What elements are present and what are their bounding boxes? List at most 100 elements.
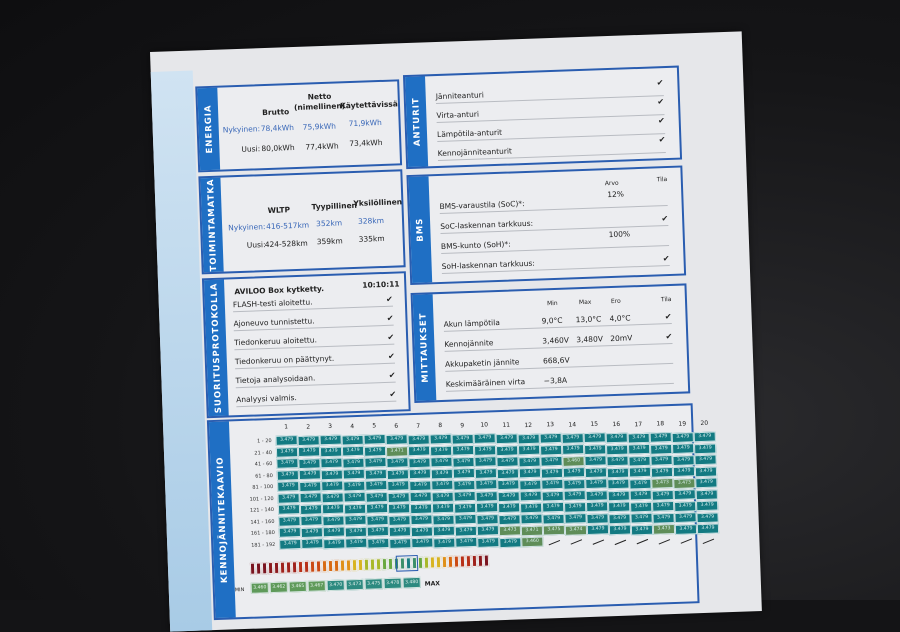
cell-voltage: 3.479 [630,501,653,513]
row-header: 181 - 192 [251,541,276,549]
cell-voltage: 3.471 [385,445,409,457]
cell-voltage: 3.479 [563,478,586,490]
cell-voltage: 3.479 [475,502,499,514]
cell-voltage: 3.479 [299,503,323,515]
cell-voltage: 3.460 [562,455,585,467]
cell-voltage: 3.479 [476,525,500,537]
legend-value: 3.470 [326,579,345,592]
column-header: 13 [546,421,555,429]
legend-gradient-segment [471,554,478,568]
cell-voltage: 3.460 [521,536,544,548]
legend-gradient-segment [333,559,340,572]
bms-label: SoC-laskennan tarkkuus: [440,218,534,231]
cell-voltage: 3.479 [477,537,500,548]
cell-voltage: 3.479 [627,443,651,455]
measurement-label: Akun lämpötila [443,317,500,329]
cell-voltage: 3.479 [695,489,718,501]
cell-voltage: 3.479 [674,524,698,535]
section-label: ANTURIT [405,76,429,168]
bms-value: 12% [607,189,625,200]
cell-voltage: 3.479 [278,527,302,538]
header-tila: Tila [656,176,668,184]
cell-voltage: 3.479 [695,477,718,489]
cell-voltage: 3.479 [673,489,696,501]
cell-voltage: 3.479 [277,492,300,504]
header-arvo: Arvo [604,179,619,188]
column-header: 14 [568,421,577,429]
check-icon: ✔ [385,294,393,304]
cell-voltage: 3.479 [411,537,434,549]
column-header: 11 [502,421,511,429]
sensor-label: Kennojänniteanturit [437,146,513,159]
measurement-value: 3,480V [576,334,604,345]
legend-value: 3.462 [269,581,288,594]
legend-gradient-segment [465,555,472,568]
cell-voltage: 3.479 [319,446,343,457]
cell-voltage: 3.479 [542,513,565,525]
cell-voltage: 3.479 [650,443,673,455]
cell-voltage: 3.479 [474,456,497,468]
cell-voltage: 3.479 [584,455,607,467]
cell-voltage: 3.479 [606,467,630,478]
step-label: Ajoneuvo tunnistettu. [233,316,315,329]
toimintamatka-section: TOIMINTAMATKA WLTP Tyypillinen Yksilölli… [198,169,406,275]
row-header: 161 - 180 [250,529,275,537]
cell-voltage: 3.479 [541,490,564,502]
legend-gradient-segment [423,556,430,569]
cell-voltage: 3.479 [431,502,455,514]
cell-voltage: 3.479 [364,468,388,480]
cell-voltage: 3.479 [628,466,652,478]
row-header: 1 - 20 [257,437,272,445]
empty-cell-dash [614,539,627,545]
value: 424-528km [264,238,308,250]
check-icon: ✔ [658,135,666,145]
row-header: 101 - 120 [249,495,274,503]
measurement-value: −3,8A [543,375,568,386]
cell-voltage: 3.479 [387,503,411,514]
cell-voltage: 3.479 [366,514,389,526]
check-icon: ✔ [387,351,395,361]
cell-voltage: 3.479 [476,514,499,525]
header-ero: Ero [610,297,621,306]
check-icon: ✔ [386,313,394,323]
cell-voltage: 3.479 [300,515,323,527]
legend-value: 3.460 [250,582,269,594]
section-label: BMS [408,176,433,283]
legend-value: 3.473 [345,578,364,591]
cell-voltage: 3.473 [498,525,522,537]
check-icon: ✔ [657,97,665,107]
legend-zoom-frame [395,554,419,572]
row-label: Uusi: [241,144,261,154]
cell-voltage: 3.479 [475,491,498,502]
cell-voltage: 3.479 [386,457,409,468]
cell-voltage: 3.479 [363,434,386,446]
legend-gradient-segment [387,557,394,571]
cell-voltage: 3.479 [407,434,430,445]
cell-voltage: 3.479 [367,537,390,549]
check-icon: ✔ [387,332,395,342]
column-header: 6 [394,422,399,430]
anturit-section: ANTURIT Jänniteanturi ✔ Virta-anturi ✔ Lämpö… [402,65,683,170]
cell-voltage: 3.479 [586,513,609,524]
value: 73,4kWh [349,137,383,149]
cell-voltage: 3.479 [321,492,344,503]
measurement-value: 13,0°C [575,314,602,325]
header-tila: Tila [660,295,672,304]
cell-voltage: 3.479 [693,431,716,443]
cell-voltage: 3.479 [452,456,475,468]
cell-voltage: 3.479 [519,490,542,502]
cell-voltage: 3.479 [517,433,540,444]
cell-voltage: 3.479 [497,490,520,502]
column-header: 1 [284,423,289,431]
measurement-value: 4,0°C [609,313,631,324]
cell-voltage: 3.479 [433,537,456,549]
cell-voltage: 3.479 [694,466,718,478]
legend-gradient-segment [321,560,328,573]
cell-voltage: 3.479 [497,479,520,491]
column-header: 20 [700,420,709,428]
cell-voltage: 3.479 [495,444,519,456]
row-header: 21 - 40 [254,449,273,457]
step-label: FLASH-testi aloitettu. [232,297,313,310]
section-label-text: MITTAUKSET [418,312,431,383]
cell-voltage: 3.479 [297,446,321,458]
